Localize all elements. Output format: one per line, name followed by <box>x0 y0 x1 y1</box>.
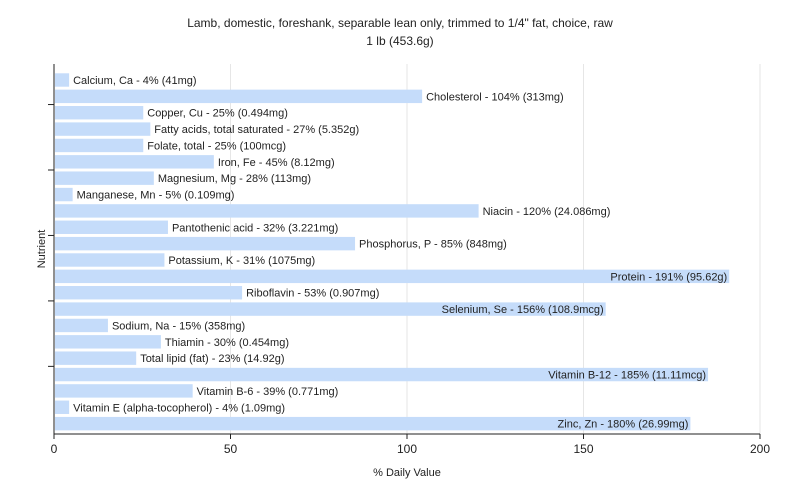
bar-label: Niacin - 120% (24.086mg) <box>483 206 611 218</box>
x-tick-label: 50 <box>224 442 238 456</box>
bars: Calcium, Ca - 4% (41mg) Cholesterol - 104… <box>55 73 730 431</box>
x-axis-ticks: 0 50 100 150 200 <box>51 434 770 456</box>
bar <box>55 253 165 267</box>
bar-label: Folate, total - 25% (100mcg) <box>147 140 286 152</box>
bar <box>55 122 151 136</box>
bar-label: Manganese, Mn - 5% (0.109mg) <box>77 190 235 202</box>
x-tick-label: 150 <box>573 442 593 456</box>
bar <box>55 416 691 431</box>
bar-label: Magnesium, Mg - 28% (113mg) <box>158 173 311 185</box>
x-tick-label: 0 <box>51 442 58 456</box>
bar <box>55 302 606 316</box>
bar <box>55 187 73 202</box>
bar-label: Total lipid (fat) - 23% (14.92g) <box>140 353 284 365</box>
bar <box>55 367 709 382</box>
bar-label: Selenium, Se - 156% (108.9mcg) <box>442 304 604 316</box>
bar-label: Potassium, K - 31% (1075mg) <box>168 255 315 267</box>
chart-title-line1: Lamb, domestic, foreshank, separable lea… <box>187 16 613 30</box>
bar-label: Riboflavin - 53% (0.907mg) <box>246 288 379 300</box>
bar <box>55 384 193 398</box>
bar <box>55 318 108 333</box>
bar-label: Protein - 191% (95.62g) <box>610 271 727 283</box>
y-axis-ticks <box>48 104 54 367</box>
bar <box>55 171 154 185</box>
bar <box>55 286 243 300</box>
bar-label: Vitamin E (alpha-tocopherol) - 4% (1.09m… <box>73 402 285 414</box>
bar <box>55 155 214 169</box>
bar-label: Vitamin B-6 - 39% (0.771mg) <box>197 386 339 398</box>
bar <box>55 335 161 349</box>
y-axis-label: Nutrient <box>36 230 48 269</box>
bar-label: Sodium, Na - 15% (358mg) <box>112 320 245 332</box>
chart-title-line2: 1 lb (453.6g) <box>366 34 433 48</box>
bar-label: Pantothenic acid - 32% (3.221mg) <box>172 222 338 234</box>
bar-label: Iron, Fe - 45% (8.12mg) <box>218 157 335 169</box>
bar <box>55 236 356 251</box>
x-tick-label: 200 <box>750 442 770 456</box>
bar-label: Vitamin B-12 - 185% (11.11mcg) <box>548 370 706 382</box>
bar <box>55 400 70 414</box>
bar-label: Thiamin - 30% (0.454mg) <box>165 337 289 349</box>
bar-label: Calcium, Ca - 4% (41mg) <box>73 75 196 87</box>
x-axis-label: % Daily Value <box>373 467 441 479</box>
bar <box>55 89 423 104</box>
x-tick-label: 100 <box>397 442 417 456</box>
bar <box>55 106 144 120</box>
bar-label: Zinc, Zn - 180% (26.99mg) <box>558 419 689 431</box>
bar-label: Cholesterol - 104% (313mg) <box>426 91 564 103</box>
bar-label: Copper, Cu - 25% (0.494mg) <box>147 108 288 120</box>
bar <box>55 269 730 284</box>
bar <box>55 138 144 153</box>
bar-label: Fatty acids, total saturated - 27% (5.35… <box>154 124 359 136</box>
bar <box>55 351 137 365</box>
bar <box>55 73 70 87</box>
bar-label: Phosphorus, P - 85% (848mg) <box>359 239 507 251</box>
bar <box>55 204 479 218</box>
bar <box>55 220 168 234</box>
